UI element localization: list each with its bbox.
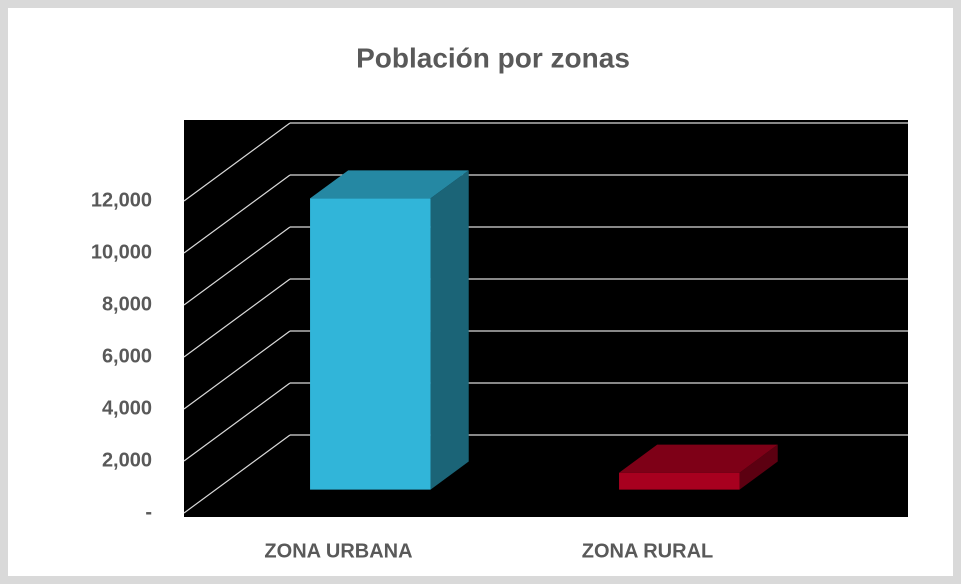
y-tick-label: 4,000 bbox=[102, 397, 152, 419]
grid-line bbox=[183, 330, 291, 410]
plot-area bbox=[184, 120, 908, 517]
grid-line bbox=[183, 434, 291, 514]
y-tick-label: - bbox=[145, 501, 152, 523]
grid-line bbox=[183, 382, 291, 462]
y-tick-label: 10,000 bbox=[91, 241, 152, 263]
x-tick-label: ZONA RURAL bbox=[582, 540, 713, 562]
y-tick-label: 6,000 bbox=[102, 345, 152, 367]
grid-line bbox=[183, 122, 291, 202]
bar-side bbox=[430, 170, 469, 490]
grid-line bbox=[183, 278, 291, 358]
bar bbox=[619, 472, 740, 490]
grid-line bbox=[183, 174, 291, 254]
y-tick-label: 8,000 bbox=[102, 293, 152, 315]
bar-side bbox=[739, 444, 778, 490]
y-tick-label: 12,000 bbox=[91, 189, 152, 211]
bar-top bbox=[310, 170, 469, 199]
grid-line bbox=[183, 226, 291, 306]
bar bbox=[310, 198, 431, 490]
bar-top bbox=[619, 444, 778, 473]
chart-title: Población por zonas bbox=[356, 42, 630, 73]
y-tick-label: 2,000 bbox=[102, 449, 152, 471]
x-tick-label: ZONA URBANA bbox=[264, 540, 412, 562]
